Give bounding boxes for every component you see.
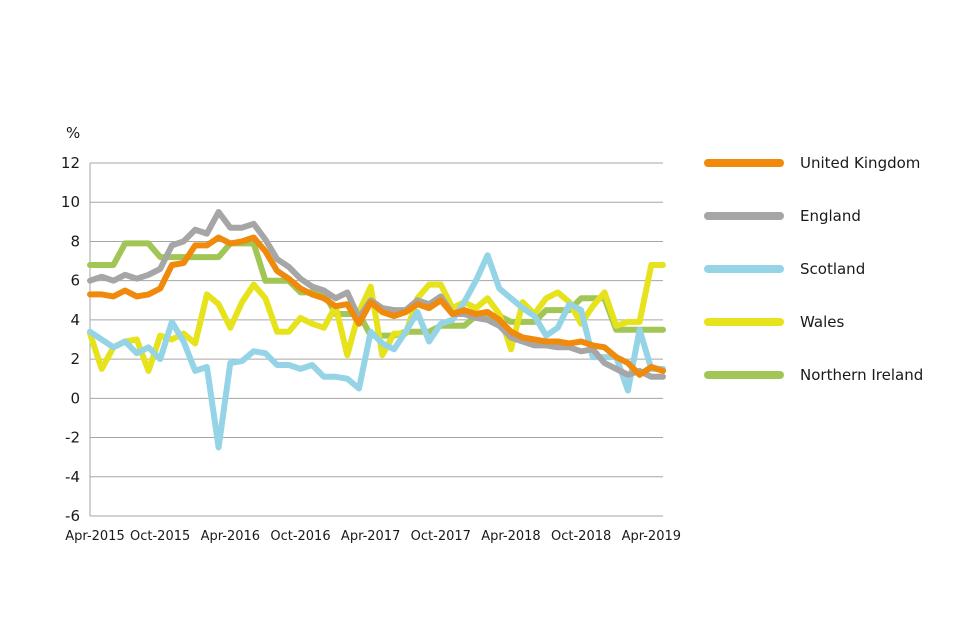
legend-label-scotland: Scotland	[800, 260, 865, 278]
y-unit-label: %	[66, 124, 80, 142]
x-tick-label: Oct-2017	[411, 529, 471, 544]
y-axis-ticks: 12 10 8 6 4 2 0 -2 -4 -6	[61, 154, 80, 525]
legend-label-united-kingdom: United Kingdom	[800, 154, 920, 172]
y-tick-label: -4	[65, 468, 80, 486]
legend: United Kingdom England Scotland Wales Northe…	[704, 154, 923, 384]
x-tick-label: Apr-2017	[341, 529, 400, 544]
x-tick-label: Apr-2016	[201, 529, 260, 544]
x-tick-label: Apr-2019	[622, 529, 681, 544]
x-axis-ticks: Apr-2015 Oct-2015 Apr-2016 Oct-2016 Apr-2017…	[65, 529, 681, 544]
y-tick-label: -6	[65, 507, 80, 525]
legend-label-wales: Wales	[800, 313, 844, 331]
y-tick-label: 10	[61, 193, 80, 211]
x-tick-label: Oct-2018	[551, 529, 611, 544]
series-line-wales	[87, 262, 666, 374]
series-line-united-kingdom	[87, 234, 666, 378]
y-tick-label: -2	[65, 429, 80, 447]
x-tick-label: Apr-2015	[65, 529, 124, 544]
y-tick-label: 8	[70, 232, 80, 250]
x-tick-label: Oct-2016	[270, 529, 330, 544]
y-tick-label: 12	[61, 154, 80, 172]
x-tick-label: Oct-2015	[130, 529, 190, 544]
series-line-england	[87, 209, 666, 380]
y-tick-label: 6	[70, 272, 80, 290]
x-tick-label: Apr-2018	[481, 529, 540, 544]
y-tick-label: 4	[70, 311, 80, 329]
series-lines	[87, 209, 666, 451]
legend-label-england: England	[800, 207, 861, 225]
y-tick-label: 0	[70, 389, 80, 407]
series-line-scotland	[87, 252, 666, 451]
y-tick-label: 2	[70, 350, 80, 368]
legend-label-northern-ireland: Northern Ireland	[800, 366, 923, 384]
